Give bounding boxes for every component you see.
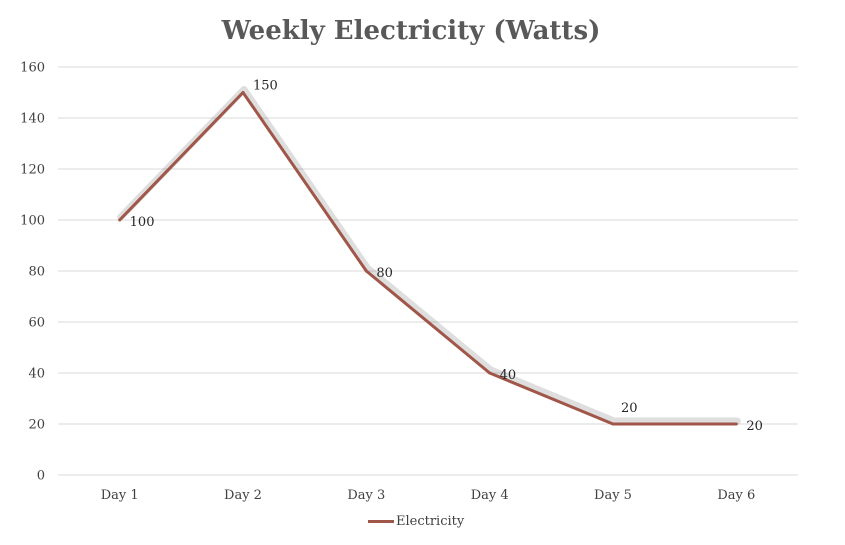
series-line-shadow [117, 86, 741, 425]
x-tick-label: Day 6 [717, 488, 755, 503]
data-label: 100 [130, 215, 155, 230]
x-tick-label: Day 4 [471, 488, 509, 503]
legend: Electricity [368, 514, 464, 529]
y-tick-label: 20 [28, 418, 45, 433]
chart-title: Weekly Electricity (Watts) [221, 16, 601, 46]
data-point [118, 218, 122, 222]
y-tick-label: 40 [28, 367, 45, 382]
y-tick-label: 80 [28, 265, 45, 280]
data-label: 20 [746, 419, 763, 434]
data-point [734, 422, 738, 426]
x-tick-label: Day 1 [101, 488, 139, 503]
legend-entry-electricity: Electricity [396, 514, 465, 529]
data-label: 20 [621, 401, 638, 416]
x-tick-label: Day 5 [594, 488, 632, 503]
data-label: 150 [253, 79, 278, 94]
x-tick-label: Day 2 [224, 488, 262, 503]
data-point [488, 371, 492, 375]
data-label: 80 [376, 266, 393, 281]
y-tick-label: 160 [20, 61, 45, 76]
y-tick-label: 60 [28, 316, 45, 331]
y-tick-label: 0 [37, 469, 45, 484]
data-point [611, 422, 615, 426]
legend-swatch [368, 520, 394, 523]
data-point [364, 269, 368, 273]
y-tick-label: 100 [20, 214, 45, 229]
x-tick-label: Day 3 [347, 488, 385, 503]
data-label: 40 [500, 368, 517, 383]
series-line-electricity [118, 91, 737, 426]
y-tick-label: 120 [20, 163, 45, 178]
y-tick-label: 140 [20, 112, 45, 127]
data-point [241, 91, 245, 94]
